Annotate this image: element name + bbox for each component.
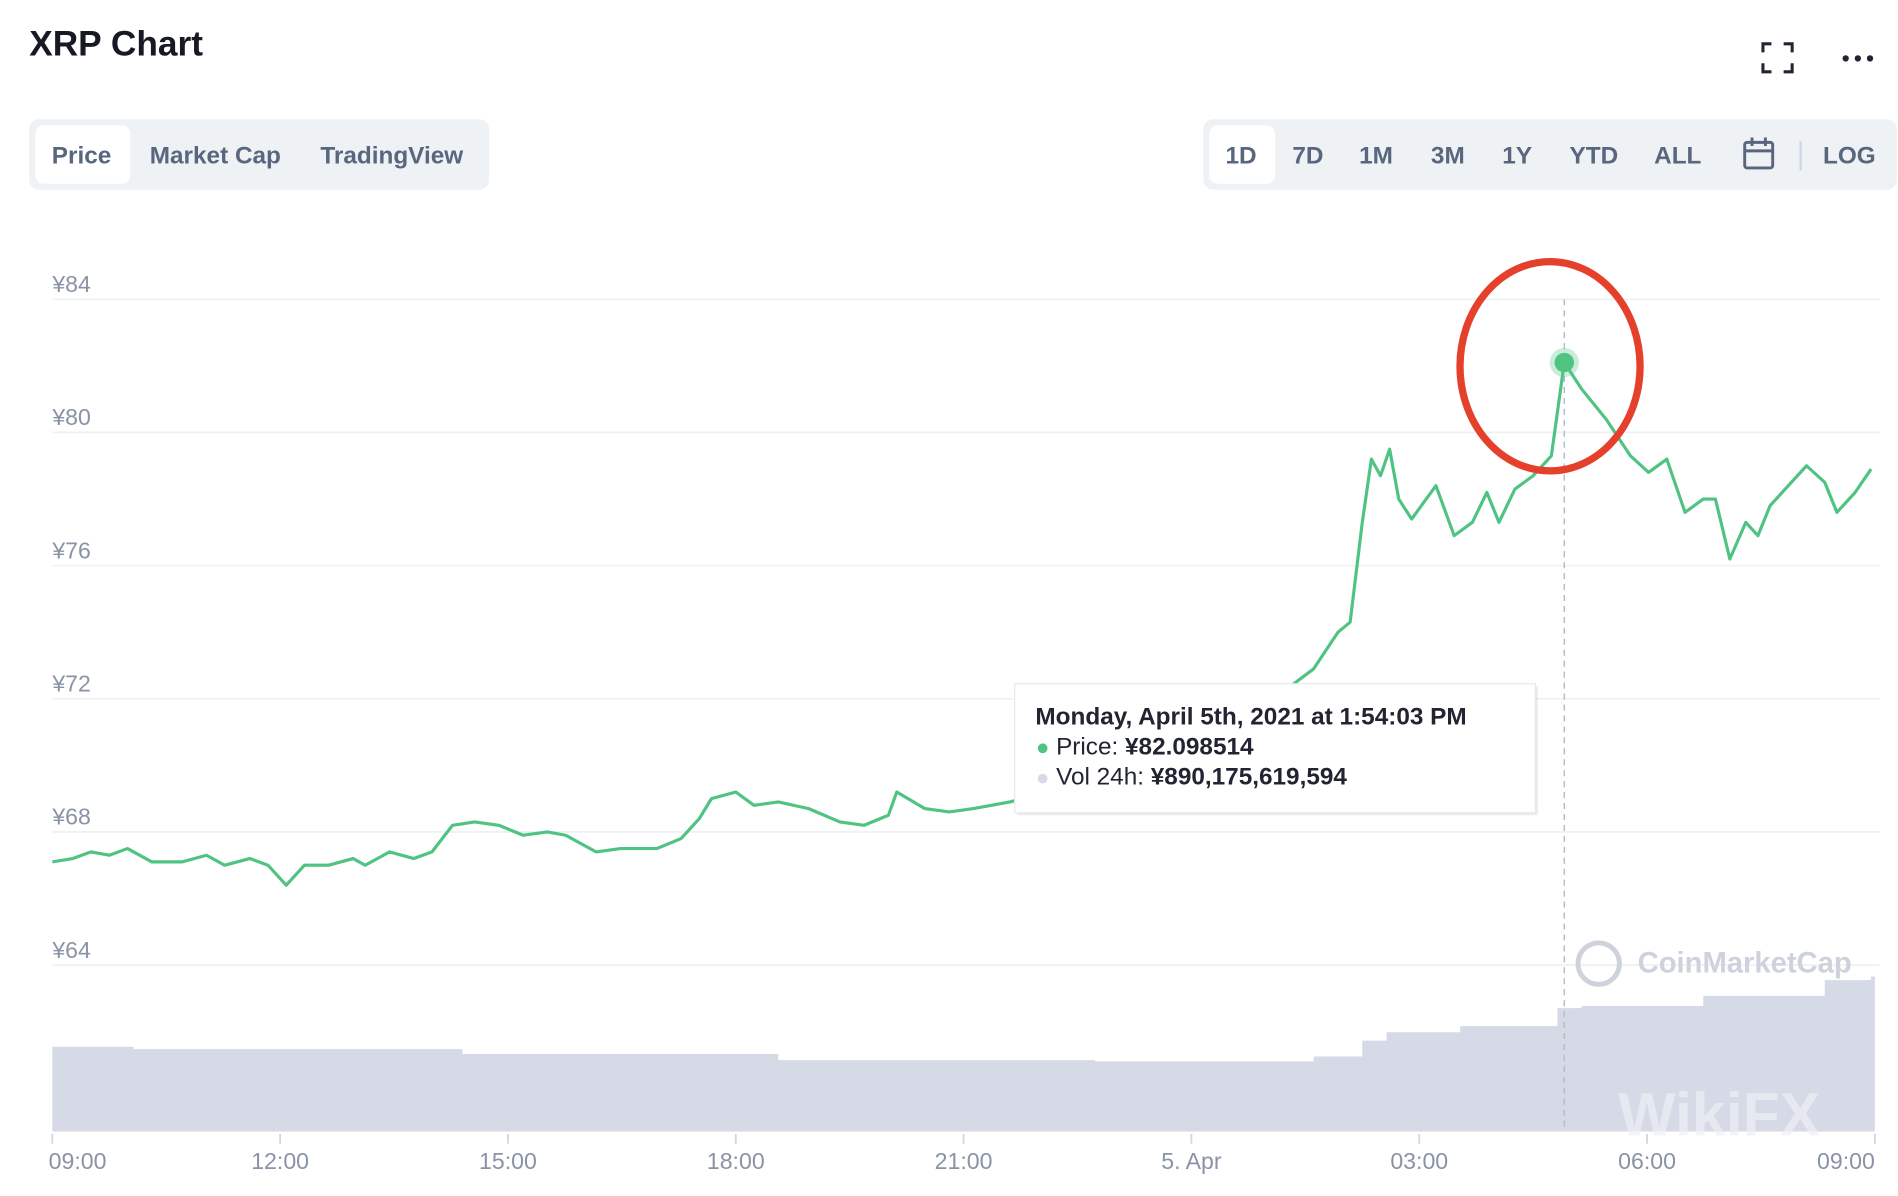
y-tick-label: ¥84 [51, 271, 91, 297]
tooltip-value: ¥82.098514 [1125, 734, 1254, 761]
range-button[interactable]: 1D [1225, 142, 1256, 169]
range-selected [1209, 125, 1276, 184]
range-button[interactable]: YTD [1569, 142, 1618, 169]
watermark-text: WikiFX [1618, 1080, 1821, 1148]
x-tick-label: 06:00 [1618, 1148, 1676, 1174]
x-tick-label: 12:00 [251, 1148, 309, 1174]
tooltip-box [1014, 683, 1537, 814]
price-line [52, 360, 1873, 887]
volume-area [52, 976, 1875, 1132]
tooltip-label: Vol 24h: [1056, 764, 1144, 791]
tab[interactable]: Market Cap [150, 142, 281, 169]
range-button[interactable]: LOG [1823, 142, 1876, 169]
x-tick-label: 09:00 [49, 1148, 107, 1174]
chart-title: XRP Chart [29, 25, 203, 64]
range-button[interactable]: 1Y [1502, 142, 1532, 169]
more-icon[interactable] [1842, 55, 1874, 62]
watermark-text: CoinMarketCap [1638, 948, 1852, 980]
tooltip: Monday, April 5th, 2021 at 1:54:03 PM Pr… [1014, 683, 1538, 816]
tooltip-dot [1037, 743, 1048, 754]
calendar-icon[interactable] [1743, 137, 1775, 170]
range-button[interactable]: 1M [1359, 142, 1393, 169]
y-tick-label: ¥64 [51, 937, 91, 963]
tooltip-row: Price: ¥82.098514 [1056, 734, 1254, 761]
x-tick-label: 03:00 [1390, 1148, 1448, 1174]
tab[interactable]: TradingView [320, 142, 463, 169]
y-tick-label: ¥76 [51, 537, 91, 563]
tooltip-label: Price: [1056, 734, 1118, 761]
plot: ¥64 ¥68 ¥72 ¥76 ¥80 ¥84 09:00 12:00 15:00 18:00 21… [49, 271, 1880, 1174]
range-button[interactable]: 7D [1292, 142, 1323, 169]
hover-point [1554, 352, 1575, 373]
range-group [1203, 119, 1897, 190]
x-tick-label: 21:00 [935, 1148, 993, 1174]
watermark: CoinMarketCap WikiFX [1575, 940, 1852, 1148]
y-tick-label: ¥68 [51, 804, 91, 830]
range-button[interactable]: 3M [1431, 142, 1465, 169]
y-tick-label: ¥80 [51, 404, 91, 430]
expand-icon[interactable] [1761, 42, 1794, 74]
x-tick-label: 5. Apr [1161, 1148, 1222, 1174]
tooltip-title: Monday, April 5th, 2021 at 1:54:03 PM [1035, 703, 1466, 730]
x-tick-label: 09:00 [1817, 1148, 1875, 1174]
range-button[interactable]: ALL [1654, 142, 1701, 169]
highlight-circle [1456, 257, 1644, 475]
x-tick-label: 15:00 [479, 1148, 537, 1174]
tooltip-value: ¥890,175,619,594 [1151, 764, 1348, 791]
tab[interactable]: Price [52, 142, 112, 169]
tab-group [29, 119, 490, 190]
y-tick-label: ¥72 [51, 670, 91, 696]
tooltip-dot [1037, 773, 1048, 784]
tooltip-row: Vol 24h: ¥890,175,619,594 [1056, 764, 1347, 791]
x-tick-label: 18:00 [707, 1148, 765, 1174]
tab-selected [35, 125, 131, 184]
